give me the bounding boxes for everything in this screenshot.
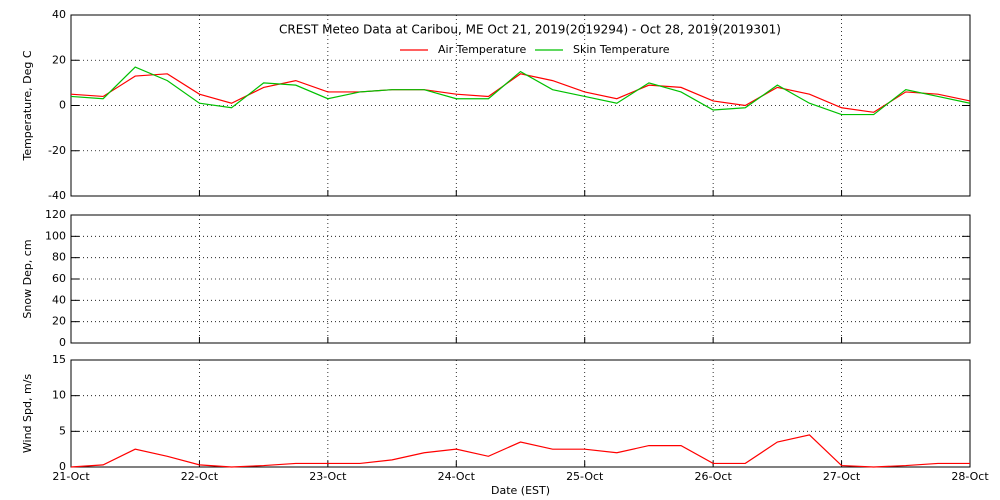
y-tick-label: 5 (59, 424, 66, 437)
x-tick-label: 22-Oct (181, 470, 219, 483)
y-tick-label: -40 (48, 189, 66, 202)
y-tick-label: 80 (52, 251, 66, 264)
x-tick-label: 21-Oct (52, 470, 90, 483)
y-axis-label: Snow Dep, cm (21, 239, 34, 318)
plot-frame (70, 214, 971, 344)
series-line (70, 73, 971, 113)
x-tick-label: 26-Oct (694, 470, 732, 483)
y-axis-label: Wind Spd, m/s (21, 374, 34, 454)
plot-frame (70, 14, 971, 197)
series-line (70, 434, 970, 468)
y-tick-label: 40 (52, 8, 66, 21)
y-tick-label: 10 (52, 389, 66, 402)
legend-label: Air Temperature (438, 43, 527, 56)
y-tick-label: -20 (48, 144, 66, 157)
y-tick-label: 60 (52, 272, 66, 285)
x-axis-label: Date (EST) (491, 484, 550, 497)
series-line (70, 66, 971, 116)
y-tick-label: 120 (45, 208, 66, 221)
x-tick-label: 25-Oct (566, 470, 604, 483)
x-tick-label: 27-Oct (823, 470, 861, 483)
y-tick-label: 0 (59, 99, 66, 112)
y-tick-label: 20 (52, 53, 66, 66)
chart-title: CREST Meteo Data at Caribou, ME Oct 21, … (279, 23, 781, 37)
x-tick-label: 23-Oct (309, 470, 347, 483)
y-tick-label: 40 (52, 293, 66, 306)
plot-frame (70, 359, 971, 468)
y-axis-label: Temperature, Deg C (21, 50, 34, 161)
y-tick-label: 0 (59, 460, 66, 473)
x-tick-label: 24-Oct (438, 470, 476, 483)
x-tick-label: 28-Oct (951, 470, 989, 483)
y-tick-label: 100 (45, 229, 66, 242)
legend-label: Skin Temperature (573, 43, 670, 56)
y-tick-label: 20 (52, 315, 66, 328)
y-tick-label: 0 (59, 336, 66, 349)
y-tick-label: 15 (52, 353, 66, 366)
